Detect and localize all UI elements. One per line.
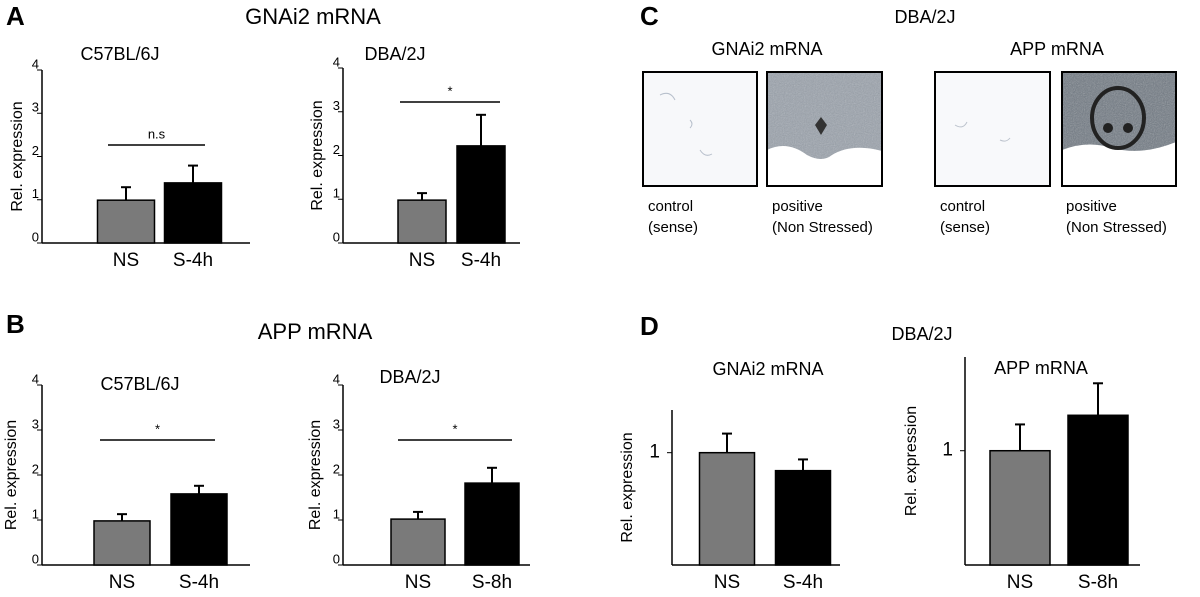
y-tick-label: 3 <box>32 100 39 115</box>
y-tick-label: 2 <box>32 461 39 476</box>
y-tick-label: 0 <box>32 229 39 244</box>
image-caption: (Non Stressed) <box>1066 219 1167 236</box>
y-tick-label: 2 <box>333 142 340 157</box>
bar <box>397 199 447 244</box>
panel-label: B <box>6 309 25 339</box>
y-tick-label: 3 <box>333 416 340 431</box>
significance-label: n.s <box>148 126 166 141</box>
section-title: GNAi2 mRNA <box>245 4 381 29</box>
image-title: APP mRNA <box>1010 39 1104 59</box>
y-tick-label: 4 <box>333 371 340 386</box>
x-tick-label: NS <box>405 572 431 593</box>
y-axis-label: Rel. expression <box>619 432 636 542</box>
y-axis-label: Rel. expression <box>903 406 920 516</box>
bar <box>170 493 228 566</box>
panel-label: C <box>640 1 659 31</box>
y-tick-label: 1 <box>32 506 39 521</box>
chart-title: DBA/2J <box>379 367 440 387</box>
chart-title: C57BL/6J <box>80 44 159 64</box>
panel-label: A <box>6 1 25 31</box>
x-tick-label: S-4h <box>461 250 501 271</box>
chart-title: C57BL/6J <box>100 374 179 394</box>
x-tick-label: S-4h <box>173 250 213 271</box>
y-tick-label: 1 <box>333 506 340 521</box>
section-title: DBA/2J <box>894 7 955 27</box>
bar <box>774 469 832 566</box>
y-tick-label: 3 <box>32 416 39 431</box>
x-tick-label: NS <box>714 572 740 593</box>
bar <box>96 199 156 244</box>
section-title: APP mRNA <box>258 319 373 344</box>
y-axis-label: Rel. expression <box>9 101 26 211</box>
x-tick-label: S-4h <box>783 572 823 593</box>
x-tick-label: S-8h <box>1078 572 1118 593</box>
bar <box>163 182 223 244</box>
image-caption: (Non Stressed) <box>772 219 873 236</box>
micrograph <box>642 71 758 187</box>
micrograph <box>1061 71 1177 187</box>
x-tick-label: S-4h <box>179 572 219 593</box>
chart-title: APP mRNA <box>994 358 1088 378</box>
bar <box>1067 414 1129 566</box>
image-caption: positive <box>772 198 823 215</box>
chart-title: DBA/2J <box>364 44 425 64</box>
chart-title: GNAi2 mRNA <box>712 359 823 379</box>
y-tick-label: 2 <box>32 143 39 158</box>
y-tick-label: 1 <box>942 440 953 461</box>
y-tick-label: 2 <box>333 461 340 476</box>
significance-label: * <box>155 421 160 436</box>
y-tick-label: 4 <box>333 54 340 69</box>
image-caption: control <box>648 198 693 215</box>
y-tick-label: 1 <box>333 186 340 201</box>
y-tick-label: 0 <box>32 551 39 566</box>
bar <box>390 518 446 566</box>
image-caption: positive <box>1066 198 1117 215</box>
image-caption: control <box>940 198 985 215</box>
y-tick-label: 0 <box>333 551 340 566</box>
micrograph <box>766 71 883 187</box>
significance-label: * <box>447 83 452 98</box>
image-caption: (sense) <box>648 219 698 236</box>
x-tick-label: NS <box>409 250 435 271</box>
bar <box>456 145 506 244</box>
x-tick-label: NS <box>109 572 135 593</box>
y-tick-label: 1 <box>32 186 39 201</box>
image-caption: (sense) <box>940 219 990 236</box>
micrograph <box>934 71 1051 187</box>
section-title: DBA/2J <box>891 324 952 344</box>
y-tick-label: 4 <box>32 371 39 386</box>
x-tick-label: NS <box>1007 572 1033 593</box>
y-tick-label: 1 <box>649 442 660 463</box>
y-axis-label: Rel. expression <box>309 100 326 210</box>
bar <box>464 482 520 566</box>
bar <box>698 451 756 566</box>
bar <box>989 449 1051 566</box>
y-tick-label: 0 <box>333 229 340 244</box>
x-tick-label: NS <box>113 250 139 271</box>
y-tick-label: 3 <box>333 98 340 113</box>
x-tick-label: S-8h <box>472 572 512 593</box>
y-tick-label: 4 <box>32 56 39 71</box>
panel-label: D <box>640 311 659 341</box>
y-axis-label: Rel. expression <box>3 420 20 530</box>
y-axis-label: Rel. expression <box>307 420 324 530</box>
significance-label: * <box>452 421 457 436</box>
image-title: GNAi2 mRNA <box>711 39 822 59</box>
bar <box>93 520 151 566</box>
